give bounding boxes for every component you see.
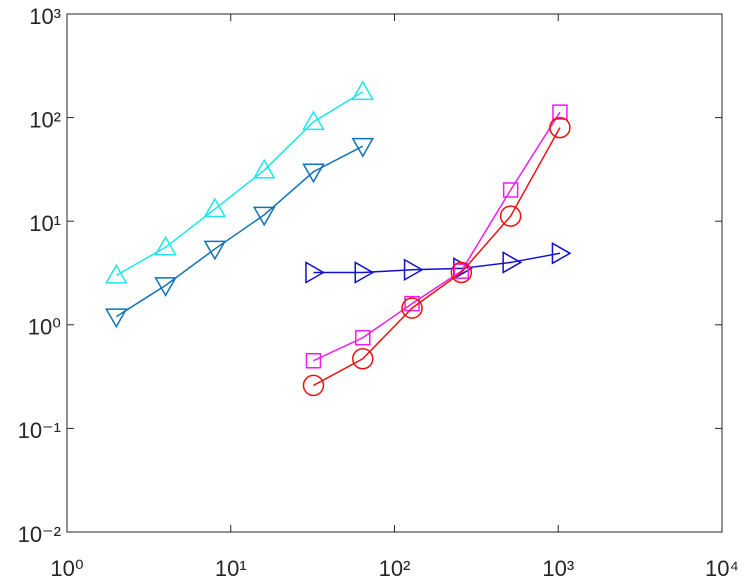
y-tick-label: 10³ bbox=[29, 4, 61, 29]
y-tick-label: 10⁰ bbox=[28, 315, 61, 340]
x-tick-label: 10² bbox=[379, 556, 411, 581]
data-point bbox=[450, 261, 473, 284]
data-point bbox=[252, 206, 276, 227]
data-point bbox=[351, 137, 375, 158]
data-point bbox=[305, 261, 325, 284]
data-point bbox=[549, 116, 571, 139]
data-point bbox=[401, 297, 423, 319]
series-line bbox=[313, 111, 561, 362]
y-tick-label: 10⁻² bbox=[18, 522, 61, 547]
y-tick-label: 10⁻¹ bbox=[18, 418, 61, 443]
data-point bbox=[105, 263, 128, 284]
data-point bbox=[305, 352, 322, 369]
data-point bbox=[551, 242, 572, 265]
data-point bbox=[453, 263, 470, 279]
data-point bbox=[203, 197, 227, 218]
x-tick-label: 10⁰ bbox=[50, 556, 83, 581]
data-point bbox=[552, 104, 568, 120]
data-point bbox=[302, 163, 325, 184]
data-point bbox=[252, 158, 276, 179]
data-point bbox=[203, 240, 227, 261]
data-point bbox=[302, 110, 325, 131]
data-point bbox=[499, 205, 522, 227]
data-point bbox=[355, 329, 371, 346]
y-tick-label: 10² bbox=[29, 107, 61, 132]
data-point bbox=[403, 258, 424, 282]
plot-frame bbox=[66, 13, 723, 533]
data-point bbox=[354, 261, 375, 284]
data-point bbox=[351, 80, 375, 101]
data-point bbox=[154, 277, 177, 297]
data-point bbox=[502, 251, 523, 274]
data-point bbox=[502, 182, 519, 198]
data-point bbox=[154, 235, 177, 256]
data-point bbox=[302, 374, 325, 397]
x-tick-label: 10¹ bbox=[215, 556, 247, 581]
y-tick-label: 10¹ bbox=[29, 211, 61, 236]
data-point bbox=[105, 308, 128, 329]
x-tick-label: 10³ bbox=[542, 556, 574, 581]
x-tick-label: 10⁴ bbox=[705, 556, 739, 581]
data-point bbox=[404, 295, 420, 312]
data-point bbox=[352, 348, 374, 370]
